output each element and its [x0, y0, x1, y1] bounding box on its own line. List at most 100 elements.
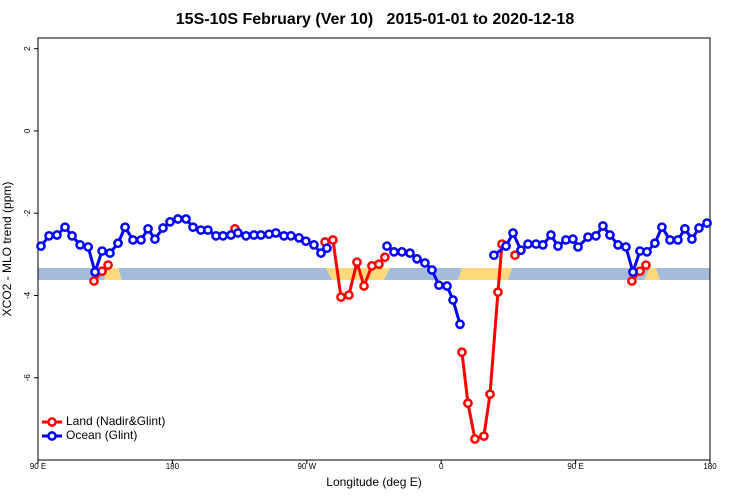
legend-marker	[47, 417, 57, 427]
data-point	[336, 292, 346, 302]
data-point	[173, 214, 183, 224]
x-tick-label: 90 E	[567, 462, 583, 471]
data-point	[150, 234, 160, 244]
legend: Land (Nadir&Glint)Ocean (Glint)	[42, 414, 165, 442]
data-point	[489, 250, 499, 261]
data-point	[650, 238, 660, 249]
data-point	[523, 239, 533, 249]
y-tick-label: -6	[23, 374, 32, 382]
x-tick-label: 90 W	[297, 462, 316, 471]
data-point	[90, 267, 100, 277]
data-point	[508, 228, 518, 238]
data-point	[241, 230, 251, 241]
data-point	[301, 236, 311, 247]
data-point	[380, 252, 390, 263]
data-point	[613, 240, 623, 250]
data-point	[501, 241, 511, 251]
data-point	[493, 287, 503, 298]
data-point	[389, 247, 399, 257]
data-point	[143, 223, 153, 234]
legend-label: Land (Nadir&Glint)	[66, 414, 165, 428]
chart-title: 15S-10S February (Ver 10) 2015-01-01 to …	[176, 11, 575, 28]
data-point	[627, 276, 637, 286]
data-point	[510, 250, 520, 261]
data-point	[60, 222, 70, 233]
series	[36, 214, 712, 330]
data-point	[628, 267, 638, 277]
data-point	[598, 221, 608, 231]
y-axis-label: XCO2 - MLO trend (ppm)	[0, 182, 14, 317]
data-point	[546, 230, 556, 240]
data-point	[120, 222, 130, 233]
data-point	[374, 259, 384, 270]
data-point	[328, 235, 338, 245]
data-point	[485, 389, 495, 400]
data-point	[113, 238, 123, 249]
data-point	[673, 235, 683, 245]
data-point	[583, 232, 593, 242]
data-point	[382, 241, 392, 251]
data-point	[316, 248, 326, 258]
data-point	[165, 217, 175, 227]
data-point	[568, 234, 578, 244]
data-point	[573, 242, 583, 252]
legend-marker	[47, 431, 57, 441]
x-tick-label: 180	[703, 462, 717, 471]
data-point	[479, 431, 489, 441]
data-point	[621, 242, 631, 252]
data-point	[457, 347, 467, 358]
data-point	[516, 245, 526, 256]
data-point	[405, 248, 415, 258]
y-tick-label: -4	[23, 291, 32, 299]
data-point	[412, 254, 422, 264]
data-point	[397, 247, 407, 257]
land-band	[326, 268, 390, 280]
x-tick-label: 180	[166, 462, 180, 471]
series	[89, 223, 651, 444]
data-point	[75, 240, 85, 250]
data-point	[591, 230, 601, 241]
data-point	[641, 260, 651, 270]
data-point	[680, 223, 690, 234]
y-tick-label: 0	[23, 128, 32, 133]
data-point	[158, 223, 168, 233]
data-point	[553, 241, 563, 251]
land-band	[458, 268, 512, 280]
data-point	[256, 230, 266, 240]
data-point	[665, 235, 675, 245]
data-point	[286, 230, 296, 241]
data-point	[605, 230, 615, 240]
data-point	[44, 230, 54, 241]
data-point	[455, 319, 465, 330]
y-tick-label: 2	[23, 46, 32, 51]
data-point	[694, 223, 704, 233]
data-point	[463, 398, 473, 409]
x-tick-label: 90 E	[30, 462, 46, 471]
data-point	[442, 281, 452, 291]
data-point	[344, 290, 354, 300]
data-point	[128, 235, 138, 245]
data-point	[188, 222, 198, 233]
data-point	[702, 218, 712, 228]
y-tick-label: -2	[23, 209, 32, 217]
data-point	[52, 230, 62, 240]
data-point	[420, 258, 430, 268]
data-point	[309, 240, 319, 250]
data-point	[83, 242, 94, 252]
data-point	[687, 234, 697, 244]
data-point	[642, 247, 652, 257]
land-band	[104, 268, 122, 280]
data-point	[105, 248, 115, 258]
data-point	[89, 276, 99, 286]
x-tick-label: 0	[439, 462, 444, 471]
data-point	[203, 225, 213, 235]
data-point	[36, 241, 46, 251]
data-point	[322, 243, 332, 254]
x-axis-label: Longitude (deg E)	[326, 475, 421, 489]
data-point	[352, 257, 362, 268]
data-point	[271, 228, 281, 238]
data-point	[434, 280, 444, 291]
data-point	[359, 281, 369, 291]
data-point	[67, 230, 77, 241]
